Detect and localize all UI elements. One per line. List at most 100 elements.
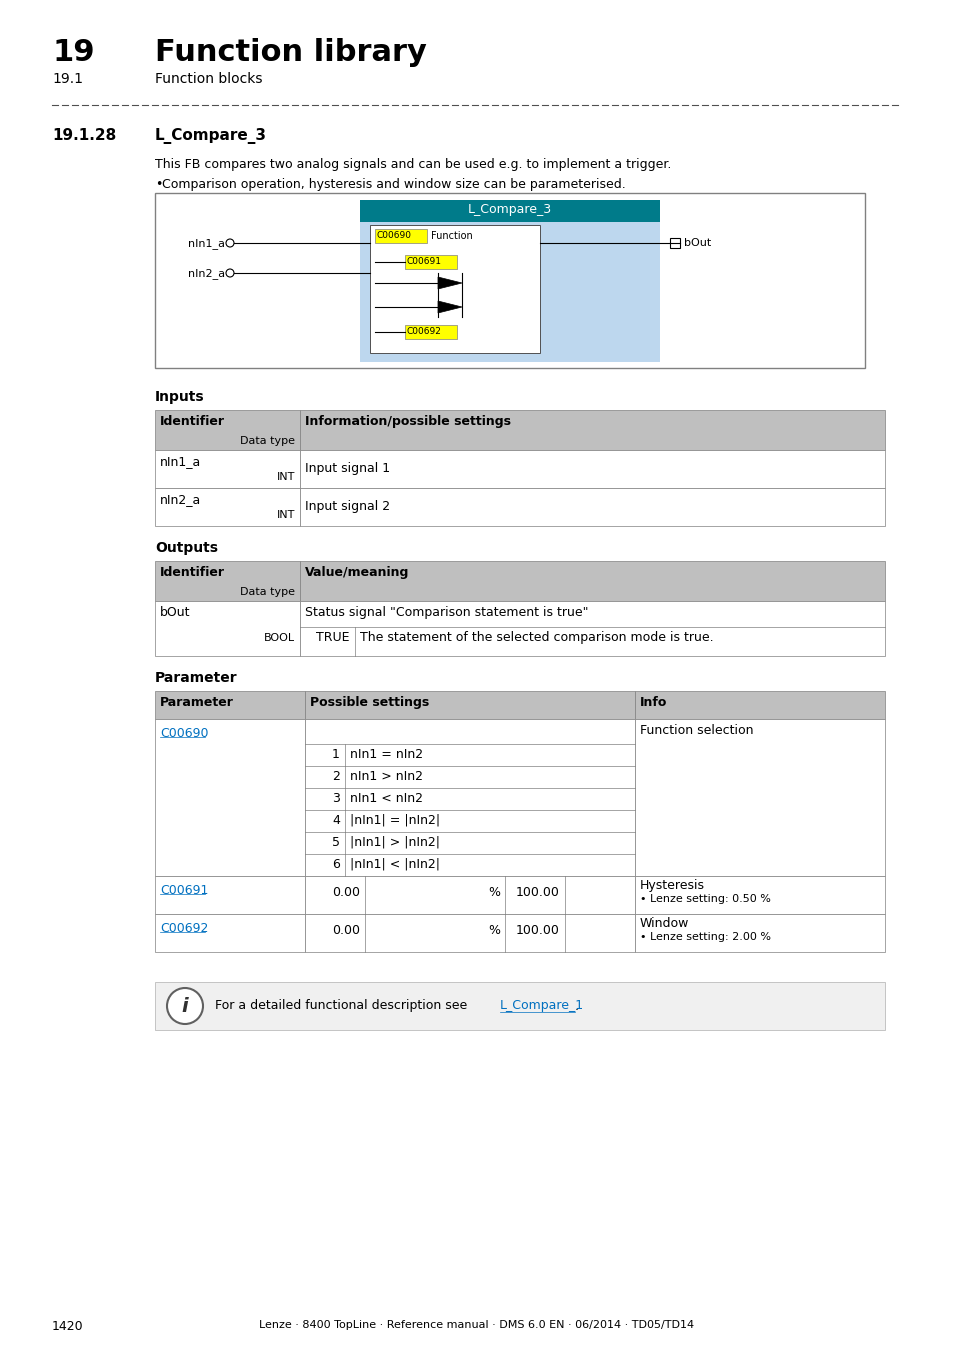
Text: 19.1.28: 19.1.28 (52, 128, 116, 143)
Text: Data type: Data type (240, 587, 294, 597)
Circle shape (167, 988, 203, 1025)
Text: Inputs: Inputs (154, 390, 204, 404)
Text: For a detailed functional description see: For a detailed functional description se… (214, 999, 471, 1012)
Text: Parameter: Parameter (160, 697, 233, 709)
FancyBboxPatch shape (299, 562, 884, 601)
Text: 100.00: 100.00 (516, 886, 559, 899)
FancyBboxPatch shape (299, 601, 884, 656)
Text: Status signal "Comparison statement is true": Status signal "Comparison statement is t… (305, 606, 588, 620)
Text: Identifier: Identifier (160, 566, 225, 579)
Text: Outputs: Outputs (154, 541, 218, 555)
Text: This FB compares two analog signals and can be used e.g. to implement a trigger.: This FB compares two analog signals and … (154, 158, 671, 171)
Text: |nIn1| = |nIn2|: |nIn1| = |nIn2| (350, 814, 439, 828)
Text: 1420: 1420 (52, 1320, 84, 1332)
Text: nIn2_a: nIn2_a (188, 269, 225, 279)
FancyBboxPatch shape (154, 601, 299, 656)
Text: C00692: C00692 (160, 922, 208, 936)
FancyBboxPatch shape (154, 410, 299, 450)
Text: nIn1_a: nIn1_a (188, 238, 225, 248)
Text: Window: Window (639, 917, 689, 930)
Text: %: % (488, 923, 499, 937)
Text: Function selection: Function selection (639, 724, 753, 737)
Text: 3: 3 (332, 792, 339, 805)
Text: nIn1 > nIn2: nIn1 > nIn2 (350, 769, 422, 783)
Polygon shape (437, 277, 461, 289)
FancyBboxPatch shape (305, 720, 635, 876)
Text: Input signal 1: Input signal 1 (305, 462, 390, 475)
FancyBboxPatch shape (635, 876, 884, 914)
Text: TRUE: TRUE (316, 630, 350, 644)
Text: 6: 6 (332, 859, 339, 871)
Text: INT: INT (276, 472, 294, 482)
FancyBboxPatch shape (405, 325, 456, 339)
Text: Function blocks: Function blocks (154, 72, 262, 86)
Text: • Lenze setting: 0.50 %: • Lenze setting: 0.50 % (639, 894, 770, 904)
Text: 4: 4 (332, 814, 339, 828)
Text: nIn1_a: nIn1_a (160, 455, 201, 468)
FancyBboxPatch shape (299, 487, 884, 526)
Text: 2: 2 (332, 769, 339, 783)
Text: Data type: Data type (240, 436, 294, 446)
Text: The statement of the selected comparison mode is true.: The statement of the selected comparison… (359, 630, 713, 644)
Text: .: . (575, 999, 578, 1012)
Text: 19: 19 (52, 38, 94, 68)
FancyBboxPatch shape (305, 691, 635, 720)
Text: C00692: C00692 (407, 327, 441, 336)
Text: C00690: C00690 (160, 728, 209, 740)
Text: Info: Info (639, 697, 667, 709)
Text: |nIn1| < |nIn2|: |nIn1| < |nIn2| (350, 859, 439, 871)
Text: Identifier: Identifier (160, 414, 225, 428)
Polygon shape (437, 301, 461, 313)
Text: Hysteresis: Hysteresis (639, 879, 704, 892)
FancyBboxPatch shape (299, 450, 884, 487)
Text: Lenze · 8400 TopLine · Reference manual · DMS 6.0 EN · 06/2014 · TD05/TD14: Lenze · 8400 TopLine · Reference manual … (259, 1320, 694, 1330)
FancyBboxPatch shape (370, 225, 539, 352)
FancyBboxPatch shape (154, 691, 305, 720)
FancyBboxPatch shape (154, 450, 299, 487)
Text: BOOL: BOOL (264, 633, 294, 643)
Text: bOut: bOut (683, 238, 711, 248)
Text: C00690: C00690 (376, 231, 412, 240)
Text: Function: Function (431, 231, 473, 242)
Text: nIn1 = nIn2: nIn1 = nIn2 (350, 748, 423, 761)
Text: C00691: C00691 (407, 256, 441, 266)
Text: Parameter: Parameter (154, 671, 237, 684)
FancyBboxPatch shape (635, 691, 884, 720)
Text: |nIn1| > |nIn2|: |nIn1| > |nIn2| (350, 836, 439, 849)
FancyBboxPatch shape (359, 200, 659, 221)
Text: L_Compare_1: L_Compare_1 (499, 999, 583, 1012)
Text: 19.1: 19.1 (52, 72, 83, 86)
Text: %: % (488, 886, 499, 899)
Text: Function library: Function library (154, 38, 426, 68)
FancyBboxPatch shape (154, 562, 299, 601)
Text: Comparison operation, hysteresis and window size can be parameterised.: Comparison operation, hysteresis and win… (162, 178, 625, 190)
Text: 0.00: 0.00 (332, 886, 359, 899)
FancyBboxPatch shape (154, 720, 305, 876)
Text: INT: INT (276, 510, 294, 520)
Text: • Lenze setting: 2.00 %: • Lenze setting: 2.00 % (639, 931, 770, 942)
Text: •: • (154, 178, 162, 190)
FancyBboxPatch shape (305, 876, 635, 914)
FancyBboxPatch shape (375, 230, 427, 243)
Text: bOut: bOut (160, 606, 191, 620)
FancyBboxPatch shape (154, 193, 864, 369)
FancyBboxPatch shape (359, 200, 659, 362)
FancyBboxPatch shape (154, 981, 884, 1030)
Text: i: i (181, 996, 188, 1015)
Text: C00691: C00691 (160, 884, 208, 896)
Text: 5: 5 (332, 836, 339, 849)
Text: Possible settings: Possible settings (310, 697, 429, 709)
Text: 1: 1 (332, 748, 339, 761)
FancyBboxPatch shape (154, 487, 299, 526)
Bar (669, 238, 679, 248)
FancyBboxPatch shape (154, 876, 305, 914)
Text: L_Compare_3: L_Compare_3 (154, 128, 267, 144)
Text: nIn2_a: nIn2_a (160, 493, 201, 506)
Text: Input signal 2: Input signal 2 (305, 500, 390, 513)
FancyBboxPatch shape (635, 914, 884, 952)
FancyBboxPatch shape (154, 914, 305, 952)
Text: 100.00: 100.00 (516, 923, 559, 937)
Text: nIn1 < nIn2: nIn1 < nIn2 (350, 792, 422, 805)
Text: 0.00: 0.00 (332, 923, 359, 937)
FancyBboxPatch shape (635, 720, 884, 876)
